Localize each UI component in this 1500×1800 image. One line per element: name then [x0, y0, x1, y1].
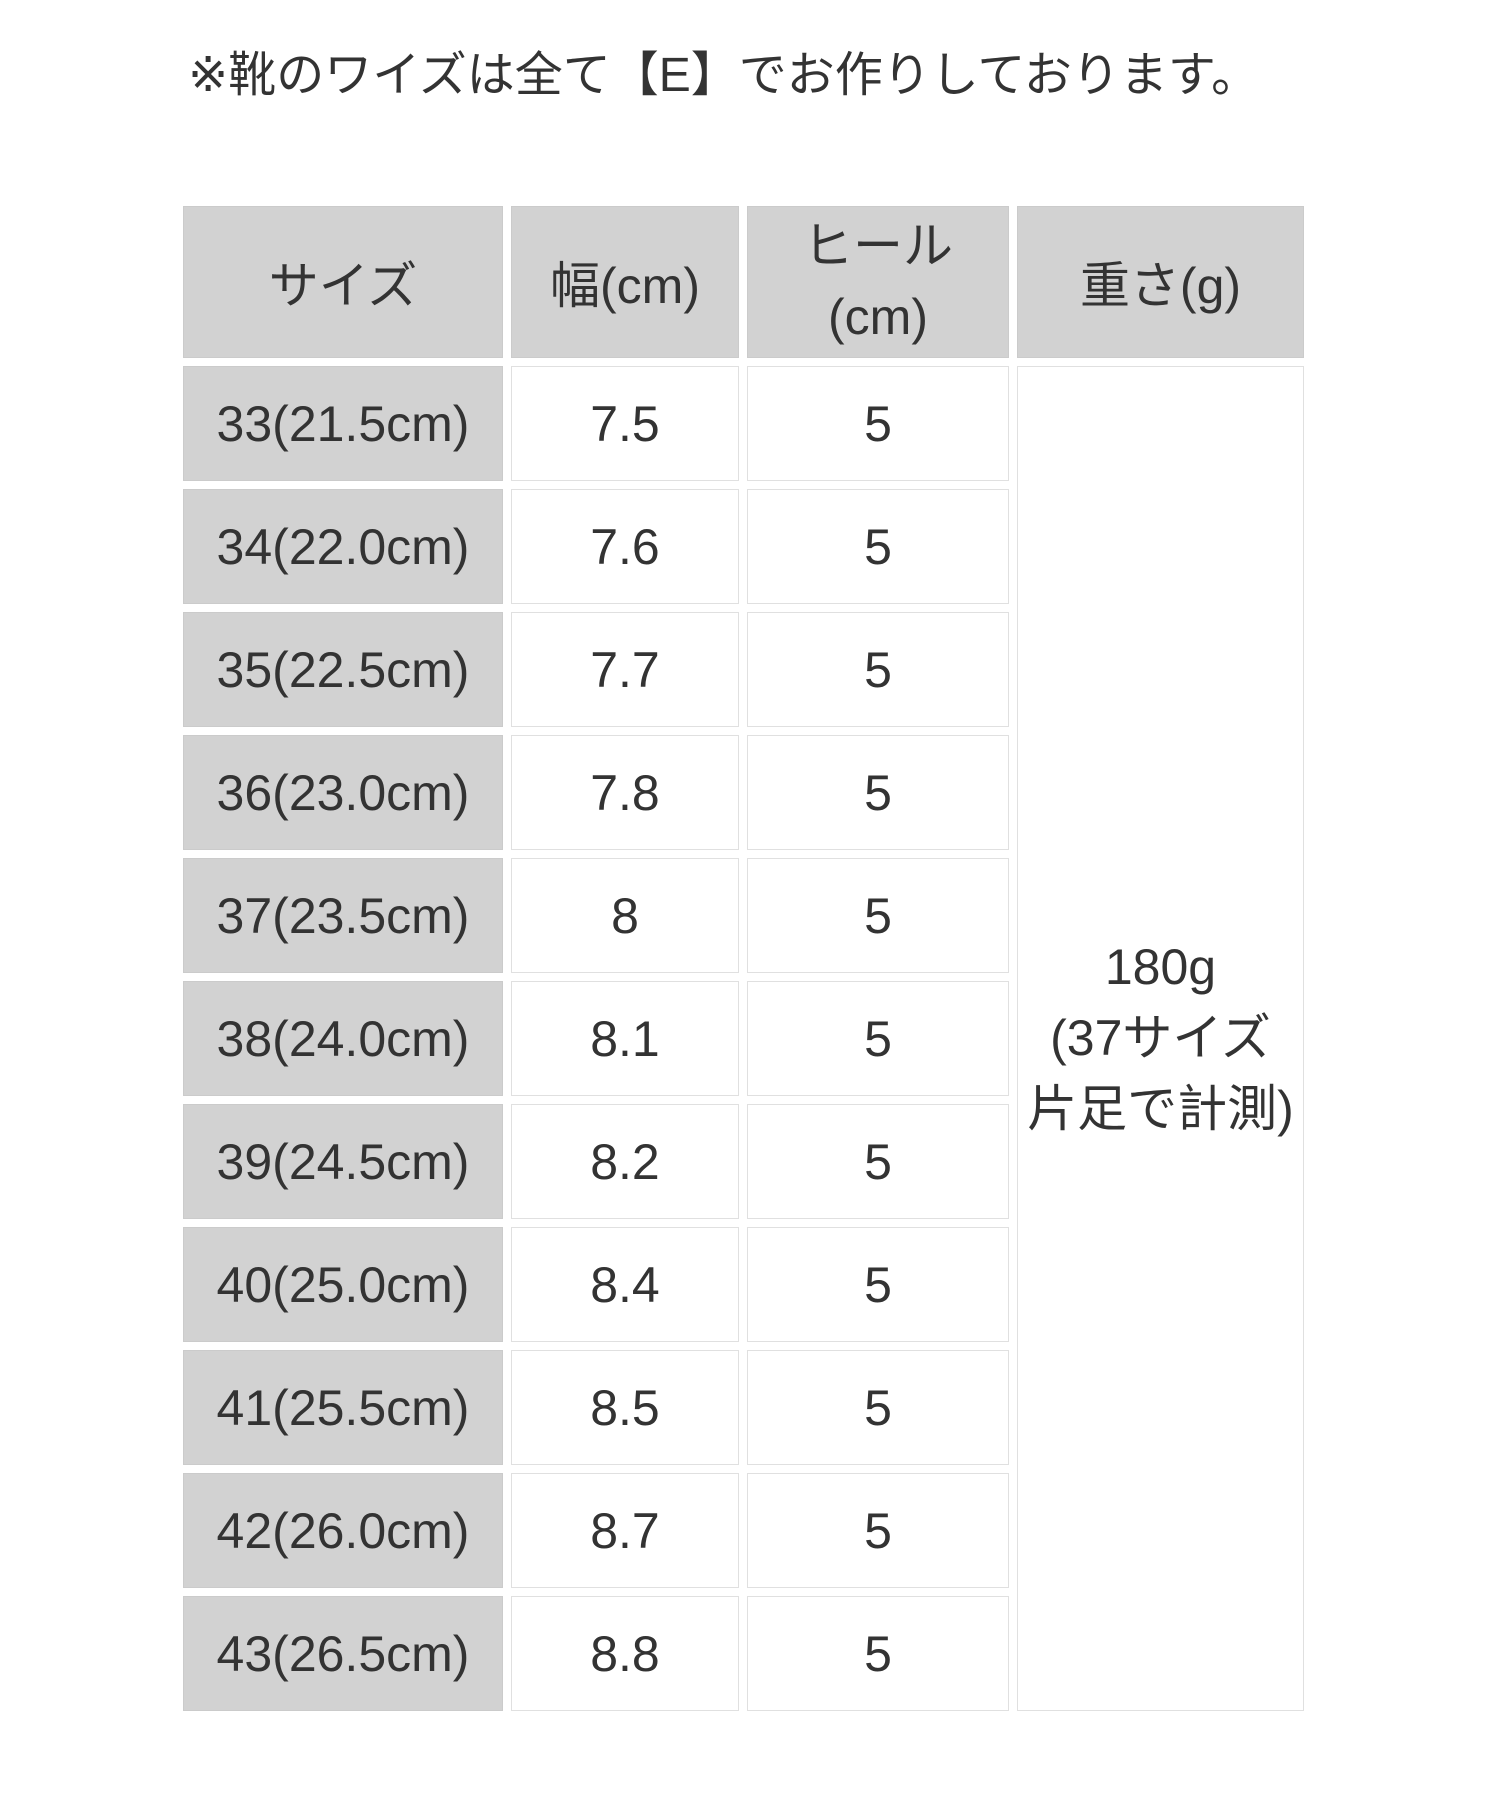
table-row: 42(26.0cm) 8.7 5 [183, 1473, 1304, 1588]
table-row: 37(23.5cm) 8 5 [183, 858, 1304, 973]
heel-cell: 5 [747, 489, 1009, 604]
size-chart-table: サイズ 幅(cm) ヒール (cm) 重さ(g) 33(21.5cm) 7.5 5 1… [175, 198, 1312, 1719]
table-row: 38(24.0cm) 8.1 5 [183, 981, 1304, 1096]
width-cell: 8.1 [511, 981, 739, 1096]
width-cell: 8.4 [511, 1227, 739, 1342]
table-row: 43(26.5cm) 8.8 5 [183, 1596, 1304, 1711]
size-cell: 33(21.5cm) [183, 366, 503, 481]
table-row: 33(21.5cm) 7.5 5 180g (37サイズ 片足で計測) [183, 366, 1304, 1711]
weight-line-1: 180g [1104, 939, 1217, 995]
heel-cell: 5 [747, 735, 1009, 850]
size-cell: 36(23.0cm) [183, 735, 503, 850]
table-row: 40(25.0cm) 8.4 5 [183, 1227, 1304, 1342]
heel-cell: 5 [747, 1473, 1009, 1588]
width-cell: 7.5 [511, 366, 739, 481]
table-row: 34(22.0cm) 7.6 5 [183, 489, 1304, 604]
heel-cell: 5 [747, 612, 1009, 727]
size-cell: 38(24.0cm) [183, 981, 503, 1096]
table-row: 36(23.0cm) 7.8 5 [183, 735, 1304, 850]
table-row: 39(24.5cm) 8.2 5 [183, 1104, 1304, 1219]
width-cell: 8.2 [511, 1104, 739, 1219]
column-header-heel-line1: ヒール [803, 218, 953, 274]
column-header-heel-line2: (cm) [828, 289, 928, 345]
size-cell: 42(26.0cm) [183, 1473, 503, 1588]
weight-cell: 180g (37サイズ 片足で計測) [1017, 366, 1304, 1711]
size-cell: 34(22.0cm) [183, 489, 503, 604]
weight-line-3: 片足で計測) [1027, 1081, 1294, 1137]
heel-cell: 5 [747, 981, 1009, 1096]
header-row: サイズ 幅(cm) ヒール (cm) 重さ(g) [183, 206, 1304, 358]
width-cell: 7.7 [511, 612, 739, 727]
heel-cell: 5 [747, 1104, 1009, 1219]
heel-cell: 5 [747, 366, 1009, 481]
heel-cell: 5 [747, 1596, 1009, 1711]
table-row: 35(22.5cm) 7.7 5 [183, 612, 1304, 727]
weight-line-2: (37サイズ [1050, 1010, 1271, 1066]
size-cell: 37(23.5cm) [183, 858, 503, 973]
size-cell: 35(22.5cm) [183, 612, 503, 727]
width-cell: 8.5 [511, 1350, 739, 1465]
width-cell: 8.8 [511, 1596, 739, 1711]
table-body: 33(21.5cm) 7.5 5 180g (37サイズ 片足で計測) 34(22.0cm)… [183, 366, 1304, 1711]
heel-cell: 5 [747, 858, 1009, 973]
column-header-size: サイズ [183, 206, 503, 358]
width-cell: 8 [511, 858, 739, 973]
width-cell: 7.8 [511, 735, 739, 850]
column-header-width: 幅(cm) [511, 206, 739, 358]
column-header-heel: ヒール (cm) [747, 206, 1009, 358]
size-cell: 41(25.5cm) [183, 1350, 503, 1465]
heel-cell: 5 [747, 1227, 1009, 1342]
width-cell: 8.7 [511, 1473, 739, 1588]
table-row: 41(25.5cm) 8.5 5 [183, 1350, 1304, 1465]
size-cell: 40(25.0cm) [183, 1227, 503, 1342]
size-note: ※靴のワイズは全て【E】でお作りしております。 [188, 49, 1260, 102]
column-header-weight: 重さ(g) [1017, 206, 1304, 358]
size-cell: 43(26.5cm) [183, 1596, 503, 1711]
heel-cell: 5 [747, 1350, 1009, 1465]
size-cell: 39(24.5cm) [183, 1104, 503, 1219]
width-cell: 7.6 [511, 489, 739, 604]
